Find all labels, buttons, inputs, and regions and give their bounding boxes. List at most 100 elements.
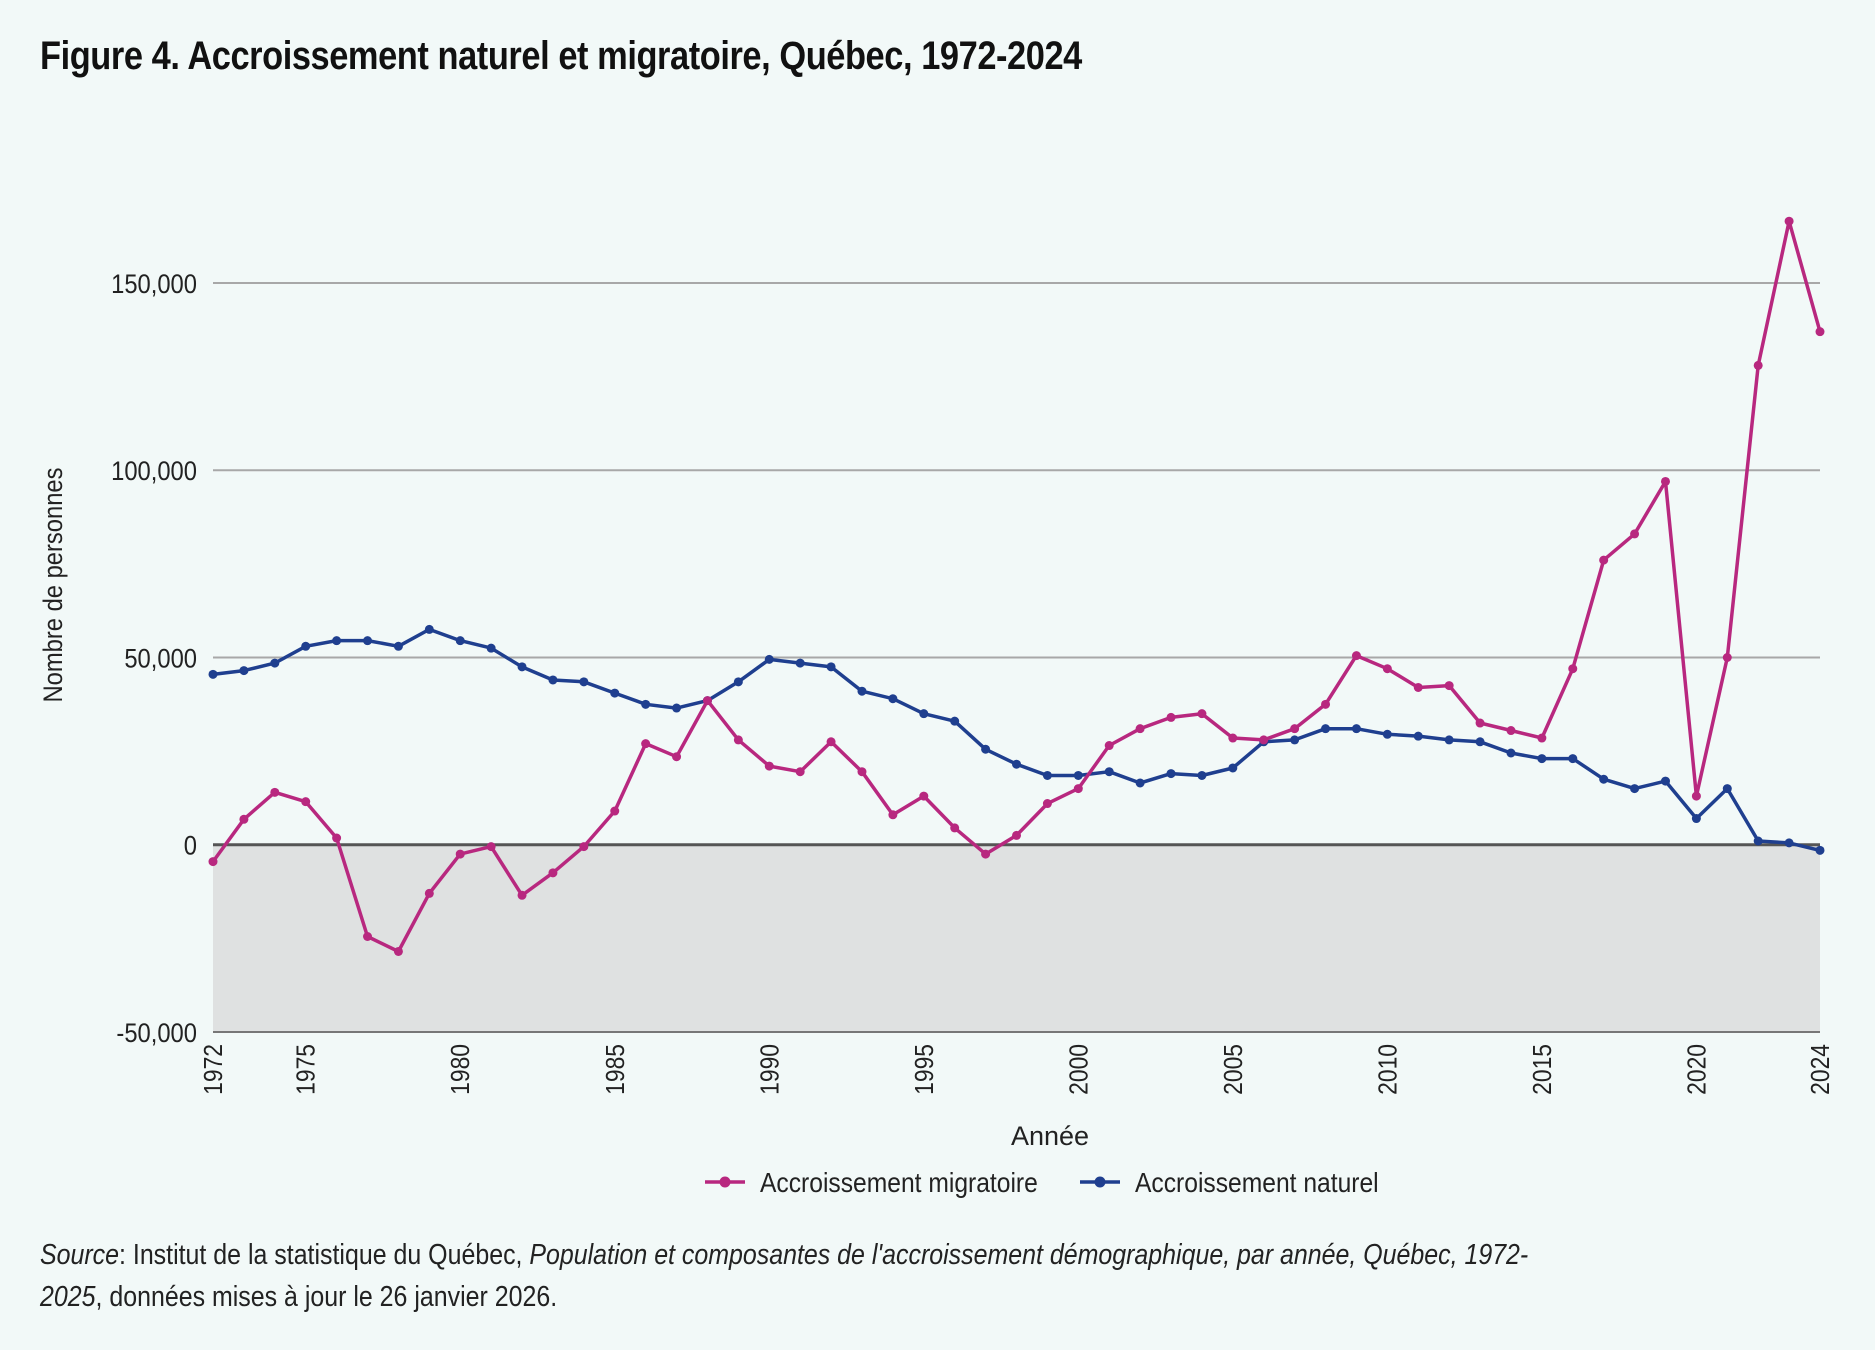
data-point <box>301 641 311 651</box>
data-point <box>641 739 651 749</box>
source-publisher: : Institut de la statistique du Québec, <box>119 1239 530 1271</box>
x-tick-label: 1980 <box>447 1044 476 1095</box>
data-point <box>702 696 712 706</box>
data-point <box>1630 529 1640 539</box>
series-line <box>211 219 1822 954</box>
data-point <box>239 666 249 676</box>
data-point <box>1351 724 1361 734</box>
data-point <box>641 699 651 709</box>
data-point <box>1290 724 1300 734</box>
x-tick-label: 2020 <box>1683 1044 1712 1095</box>
data-point <box>1135 778 1145 788</box>
data-point <box>332 833 342 843</box>
legend-swatch-dot <box>719 1176 731 1188</box>
y-tick-label: 50,000 <box>124 644 197 674</box>
data-point <box>1568 664 1578 674</box>
data-point <box>1722 653 1732 662</box>
data-point <box>1042 799 1052 809</box>
y-tick-label: 100,000 <box>111 457 197 487</box>
x-tick-label: 1975 <box>292 1044 321 1095</box>
data-point <box>1259 735 1269 745</box>
data-point <box>1753 360 1763 370</box>
data-point <box>1290 735 1300 745</box>
data-point <box>424 888 434 898</box>
data-point <box>1568 754 1578 764</box>
source-label: Source <box>40 1239 120 1271</box>
data-point <box>1660 776 1670 786</box>
data-point <box>764 761 774 771</box>
data-point <box>733 735 743 745</box>
data-point <box>1784 216 1794 226</box>
data-point <box>1599 555 1609 565</box>
data-point <box>888 694 898 704</box>
data-point <box>363 932 373 942</box>
data-point <box>486 842 496 852</box>
data-point <box>208 669 218 679</box>
x-tick-label: 2024 <box>1807 1044 1836 1095</box>
data-point <box>1506 748 1516 758</box>
data-point <box>1475 718 1485 728</box>
data-point <box>1073 770 1083 780</box>
data-point <box>1042 770 1052 780</box>
x-tick-label: 2015 <box>1529 1044 1558 1095</box>
data-point <box>1815 845 1825 855</box>
data-point <box>486 643 496 653</box>
data-point <box>1197 770 1207 780</box>
data-point <box>857 767 867 777</box>
data-point <box>579 842 589 852</box>
data-point <box>1722 784 1732 794</box>
data-point <box>826 662 836 672</box>
data-point <box>1104 767 1114 777</box>
data-point <box>1321 699 1331 709</box>
series-line <box>212 627 1821 853</box>
data-point <box>795 767 805 777</box>
data-point <box>826 737 836 747</box>
data-point <box>517 890 527 900</box>
data-point <box>1135 724 1145 734</box>
x-axis-title: Année <box>1011 1121 1089 1151</box>
negative-region <box>213 844 1820 1032</box>
data-point <box>1475 737 1485 747</box>
data-point <box>672 703 682 713</box>
legend-label: Accroissement migratoire <box>760 1167 1038 1199</box>
data-point <box>517 662 527 672</box>
data-point <box>1012 830 1021 840</box>
y-axis-title: Nombre de personnes <box>39 467 69 702</box>
data-point <box>764 654 774 664</box>
data-point <box>672 752 682 762</box>
data-point <box>981 744 991 754</box>
y-tick-label: -50,000 <box>116 1019 197 1049</box>
page-title: Figure 4. Accroissement naturel et migra… <box>40 34 1082 78</box>
data-point <box>270 658 280 668</box>
data-point <box>301 797 311 807</box>
data-point <box>208 857 218 867</box>
data-point <box>1815 327 1825 337</box>
data-point <box>548 868 558 878</box>
data-point <box>610 806 620 816</box>
data-point <box>579 677 589 687</box>
legend-label: Accroissement naturel <box>1135 1167 1379 1199</box>
data-point <box>1228 763 1238 773</box>
x-tick-label: 1972 <box>200 1044 229 1095</box>
data-point <box>1537 754 1547 764</box>
data-point <box>1506 726 1516 736</box>
data-point <box>393 641 403 651</box>
data-point <box>1444 735 1454 745</box>
legend-swatch-dot <box>1094 1176 1106 1188</box>
data-point <box>1413 682 1423 692</box>
data-point <box>1197 709 1207 719</box>
data-point <box>919 791 929 801</box>
data-point <box>1599 774 1609 784</box>
line-chart: -50,000 0 50,000 100,000 150,000 1972 1975 1980… <box>39 216 1836 1199</box>
data-point <box>733 677 743 687</box>
x-tick-label: 2000 <box>1065 1044 1094 1095</box>
data-point <box>1537 733 1547 743</box>
data-point <box>1012 759 1021 769</box>
data-point <box>455 636 465 646</box>
data-point <box>424 624 434 634</box>
data-point <box>1753 836 1763 846</box>
data-point <box>888 810 898 820</box>
data-point <box>548 675 558 685</box>
data-point <box>1784 838 1794 848</box>
data-point <box>1166 769 1176 779</box>
